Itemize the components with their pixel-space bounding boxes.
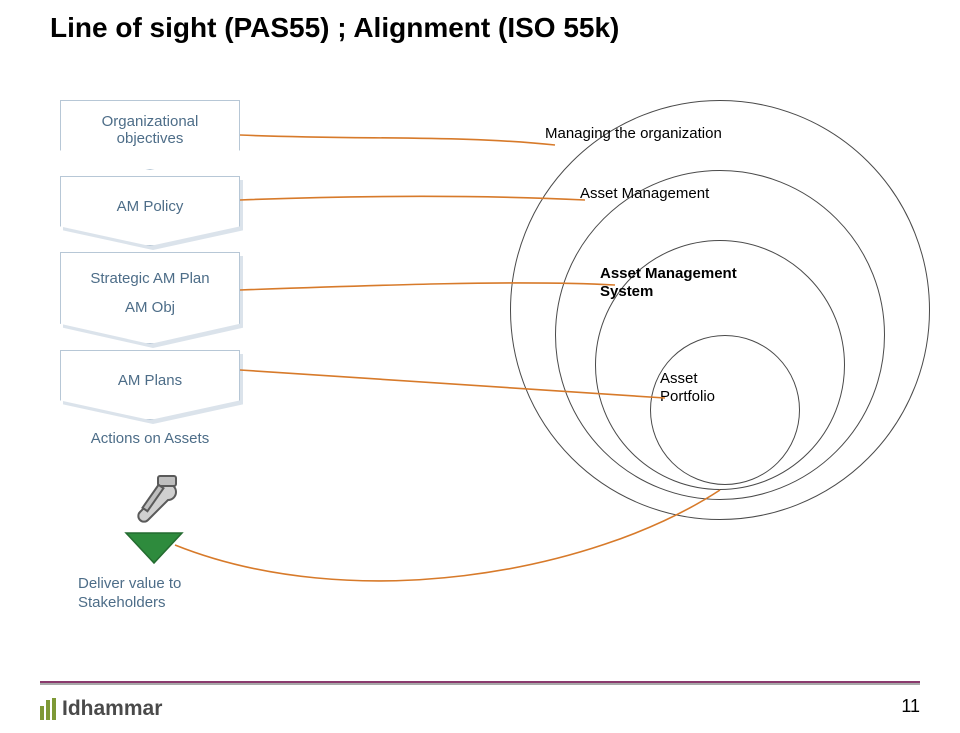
connector-3 [240, 283, 615, 290]
logo-bar [46, 700, 50, 720]
logo-mark-icon [40, 698, 56, 720]
connector-4 [240, 370, 665, 398]
logo-text: Idhammar [62, 697, 162, 721]
idhammar-logo: Idhammar [40, 697, 162, 721]
connector-2 [240, 196, 585, 200]
logo-bar [52, 698, 56, 720]
chevron-subtext-top: Strategic AM Plan [90, 270, 209, 287]
page-number: 11 [901, 696, 920, 717]
footer-divider [40, 681, 920, 685]
connector-5 [175, 490, 720, 581]
footer-divider-gray [40, 683, 920, 685]
logo-bar [40, 706, 44, 720]
chevron-subtext-bottom: AM Obj [125, 299, 175, 316]
connector-1 [240, 135, 555, 145]
